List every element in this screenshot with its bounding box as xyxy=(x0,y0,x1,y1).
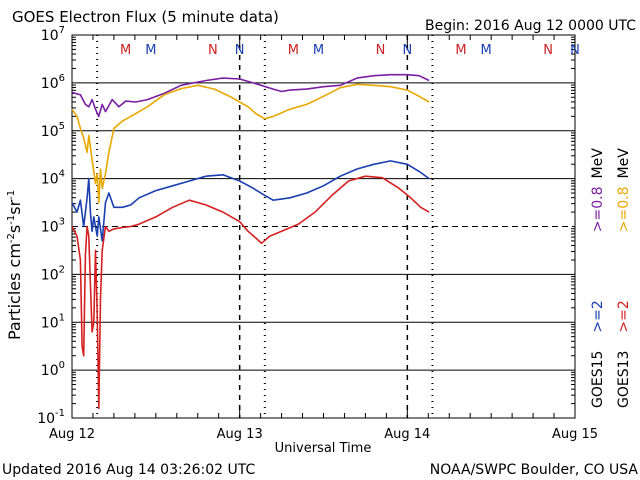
y-tick-label: 100 xyxy=(41,360,65,379)
mn-marker: N xyxy=(376,43,386,58)
gridlines xyxy=(72,82,575,371)
series-line-3 xyxy=(71,175,430,410)
y-tick-label: 104 xyxy=(41,169,65,188)
mn-marker: N xyxy=(570,43,580,58)
y-tick-label: 103 xyxy=(41,217,65,236)
y-tick-label: 102 xyxy=(41,264,65,283)
mn-marker: M xyxy=(145,43,156,58)
y-tick-label: 107 xyxy=(41,25,65,44)
y-tick-labels: 107 106 105 104 103 102 101 100 10-1 xyxy=(37,25,65,427)
chart-title: GOES Electron Flux (5 minute data) xyxy=(12,8,279,26)
tick-marks xyxy=(71,35,576,418)
mn-marker: M xyxy=(288,43,299,58)
series-line-2 xyxy=(71,160,430,242)
mn-marker: M xyxy=(481,43,492,58)
y-tick-label: 101 xyxy=(41,312,65,331)
mn-marker: N xyxy=(235,43,245,58)
x-tick-label: Aug 15 xyxy=(552,427,598,442)
legend-goes13: GOES13>=2>=0.8MeV xyxy=(616,148,632,408)
mn-marker: M xyxy=(455,43,466,58)
y-tick-label: 106 xyxy=(41,73,65,92)
series-layer xyxy=(71,73,430,410)
x-axis-label: Universal Time xyxy=(275,441,372,456)
x-tick-label: Aug 13 xyxy=(217,427,263,442)
mn-marker: N xyxy=(543,43,553,58)
y-axis-label: Particles cm-2s-1sr-1 xyxy=(5,190,24,340)
mn-marker: M xyxy=(120,43,131,58)
mn-marker: N xyxy=(208,43,218,58)
x-tick-label: Aug 12 xyxy=(49,427,95,442)
series-line-1 xyxy=(71,83,430,204)
day-lines xyxy=(96,35,434,418)
legend-goes15: GOES15>=2>=0.8MeV xyxy=(590,148,606,408)
mn-marker: M xyxy=(313,43,324,58)
begin-label: Begin: 2016 Aug 12 0000 UTC xyxy=(425,18,636,34)
mn-marker: N xyxy=(402,43,412,58)
credit-text: NOAA/SWPC Boulder, CO USA xyxy=(430,462,639,478)
x-tick-label: Aug 14 xyxy=(384,427,430,442)
y-tick-label: 10-1 xyxy=(37,408,65,427)
updated-timestamp: Updated 2016 Aug 14 03:26:02 UTC xyxy=(2,462,255,478)
series-line-0 xyxy=(71,73,430,118)
y-tick-label: 105 xyxy=(41,121,65,140)
